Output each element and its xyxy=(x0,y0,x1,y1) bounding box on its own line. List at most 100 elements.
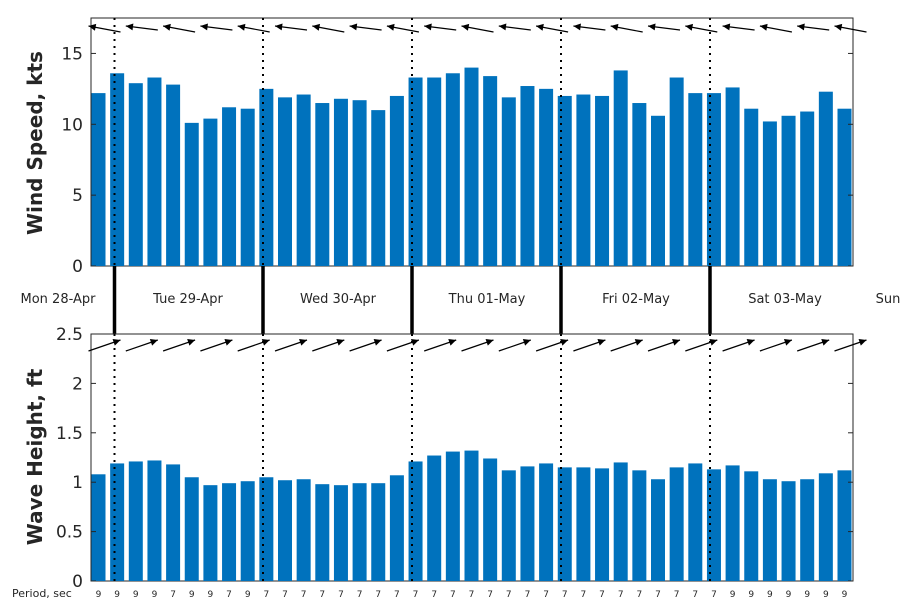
period-value: 7 xyxy=(375,590,381,600)
bar xyxy=(501,97,516,266)
bar xyxy=(818,91,833,266)
bar xyxy=(296,479,311,581)
direction-arrow xyxy=(200,339,233,352)
period-value: 9 xyxy=(133,590,139,600)
period-value: 9 xyxy=(748,590,754,600)
direction-arrow xyxy=(274,339,308,352)
y-tick-label: 10 xyxy=(61,115,83,135)
bar xyxy=(651,479,665,581)
bar xyxy=(110,463,125,581)
y-tick-label: 5 xyxy=(72,186,83,206)
period-value: 7 xyxy=(319,590,325,600)
bar xyxy=(333,98,348,266)
bar xyxy=(520,86,535,266)
period-value: 7 xyxy=(282,590,288,600)
period-value: 7 xyxy=(674,590,680,600)
direction-arrow xyxy=(722,339,755,352)
bar xyxy=(539,463,554,581)
bar xyxy=(762,479,777,581)
period-value: 9 xyxy=(189,590,195,600)
bar xyxy=(91,474,106,581)
direction-arrow xyxy=(834,339,867,352)
bar xyxy=(278,480,292,581)
bar xyxy=(613,462,628,581)
period-value: 7 xyxy=(431,590,437,600)
period-value: 7 xyxy=(338,590,344,600)
direction-arrow xyxy=(498,23,531,31)
direction-arrow xyxy=(535,23,569,33)
direction-arrow xyxy=(610,339,643,352)
bar xyxy=(259,88,274,266)
bar xyxy=(408,77,423,267)
period-value: 7 xyxy=(301,590,307,600)
period-value: 7 xyxy=(170,590,176,600)
bar xyxy=(520,466,535,581)
period-value: 7 xyxy=(226,590,232,600)
bar xyxy=(483,76,498,266)
wind-speed-panel: 0 5 10 15 xyxy=(61,17,867,277)
day-label-band: Mon 28-Apr Tue 29-Apr Wed 30-Apr Thu 01-May… xyxy=(21,266,900,334)
direction-arrow xyxy=(237,23,270,33)
period-value: 7 xyxy=(525,590,531,600)
direction-arrow xyxy=(797,339,830,352)
direction-arrow xyxy=(759,23,793,33)
bar xyxy=(315,103,330,267)
day-label: Mon 28-Apr xyxy=(21,292,97,307)
bar xyxy=(128,83,143,266)
direction-arrow xyxy=(535,339,569,352)
day-label: Tue 29-Apr xyxy=(152,292,223,307)
direction-arrow xyxy=(386,339,420,352)
period-value: 9 xyxy=(152,590,158,600)
direction-arrow xyxy=(312,23,345,33)
bar xyxy=(278,97,292,266)
bar xyxy=(203,118,218,266)
period-value: 7 xyxy=(357,590,363,600)
period-value: 9 xyxy=(208,590,214,600)
direction-arrow xyxy=(424,339,457,352)
period-value: 7 xyxy=(618,590,624,600)
bar xyxy=(408,461,423,581)
direction-arrow xyxy=(461,339,494,352)
bar xyxy=(427,455,442,581)
period-value: 9 xyxy=(786,590,792,600)
period-value: 7 xyxy=(581,590,587,600)
y-tick-label: 1 xyxy=(72,473,83,493)
direction-arrow xyxy=(349,23,382,31)
bar xyxy=(240,108,255,266)
period-value: 9 xyxy=(114,590,120,600)
bar xyxy=(445,73,460,266)
direction-arrow xyxy=(759,339,793,352)
day-label: Sun xyxy=(876,292,900,307)
bar xyxy=(110,73,125,266)
period-row: 9 9 9 9 7 9 9 7 9 7 7 7 7 7 7 7 7 7 7 7 7 7 7 7 7 7 7 7 7 7 7 7 7 7 9 9 9 9 9 9… xyxy=(96,590,848,600)
bar xyxy=(166,84,181,266)
y-tick-label: 15 xyxy=(61,44,83,64)
direction-arrow xyxy=(88,339,121,352)
day-label: Thu 01-May xyxy=(448,292,526,307)
bar xyxy=(557,95,572,266)
period-value: 9 xyxy=(804,590,810,600)
bar xyxy=(632,103,647,267)
direction-arrow xyxy=(685,339,718,352)
direction-arrow xyxy=(125,23,158,31)
bar xyxy=(632,470,647,581)
direction-arrow xyxy=(834,23,867,33)
period-value: 9 xyxy=(767,590,773,600)
period-value: 7 xyxy=(394,590,400,600)
period-value: 9 xyxy=(730,590,736,600)
direction-arrow xyxy=(162,23,196,33)
period-value: 7 xyxy=(263,590,269,600)
bar xyxy=(725,465,740,581)
period-value: 7 xyxy=(655,590,661,600)
bar xyxy=(147,77,162,267)
direction-arrow xyxy=(647,23,681,31)
direction-arrow xyxy=(312,339,345,352)
direction-arrow xyxy=(274,23,308,31)
y-tick-label: 2 xyxy=(72,374,83,394)
period-value: 7 xyxy=(413,590,419,600)
period-value: 9 xyxy=(842,590,848,600)
direction-arrow xyxy=(349,339,382,352)
bar xyxy=(222,483,237,581)
period-value: 7 xyxy=(636,590,642,600)
period-value: 7 xyxy=(506,590,512,600)
